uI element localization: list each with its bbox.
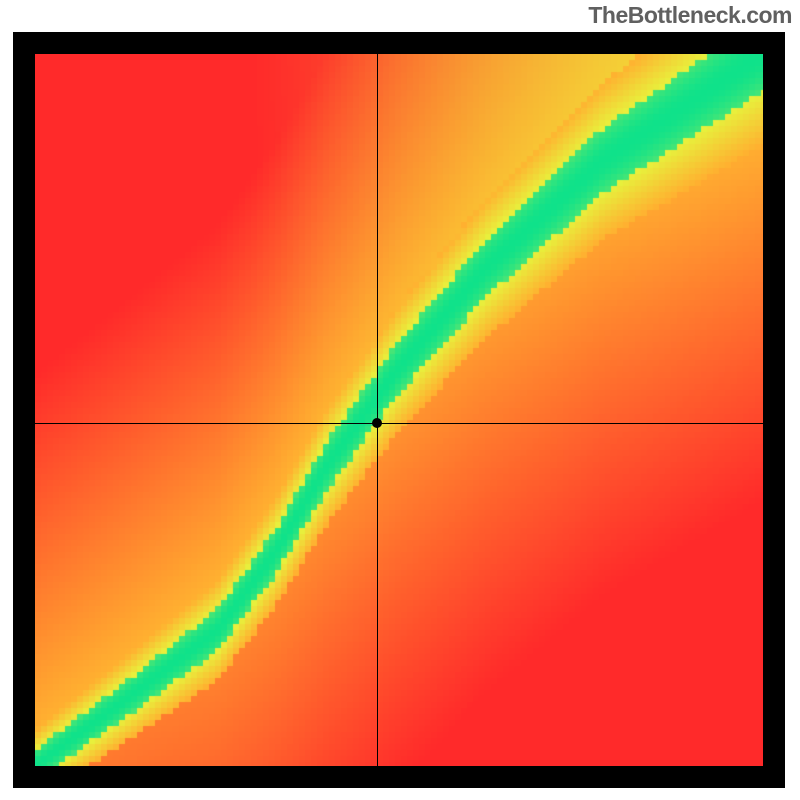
crosshair-vertical <box>377 54 378 766</box>
plot-inner <box>35 54 763 766</box>
watermark-text: TheBottleneck.com <box>588 2 792 29</box>
crosshair-horizontal <box>35 423 763 424</box>
plot-frame <box>13 32 785 788</box>
selection-marker[interactable] <box>372 418 382 428</box>
